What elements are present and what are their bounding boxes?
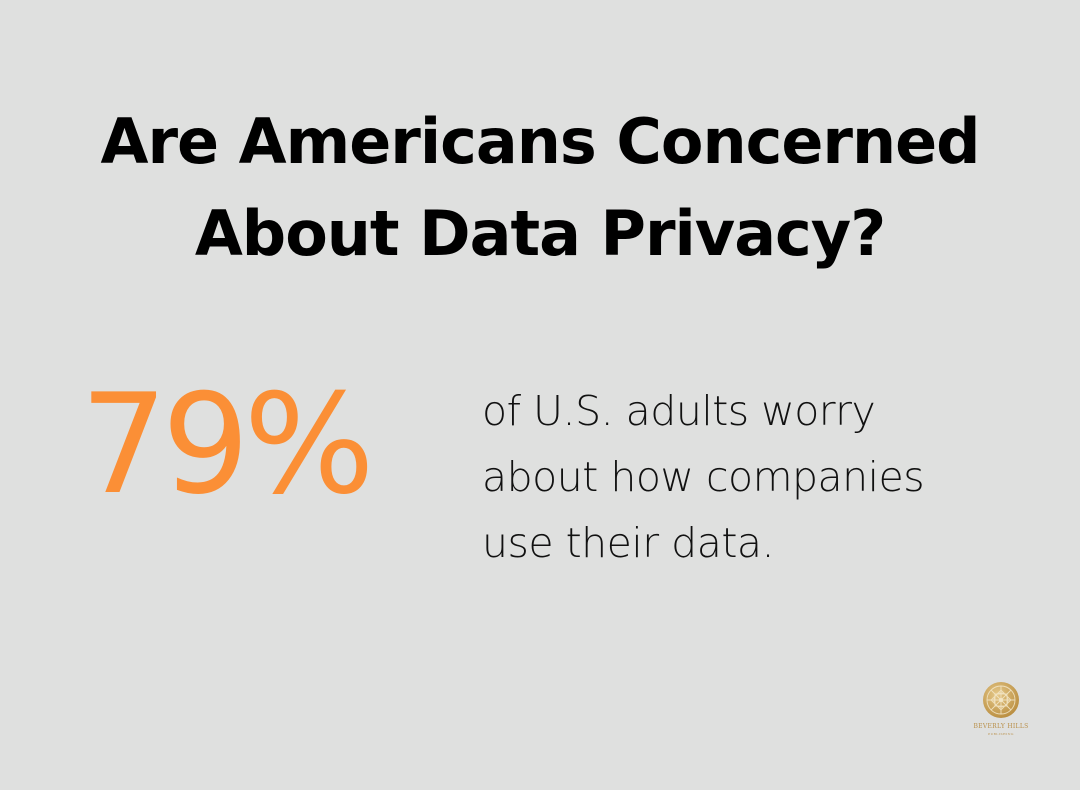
title-line-1: Are Americans Concerned <box>100 105 980 178</box>
logo-name: BEVERLY HILLS <box>973 723 1029 730</box>
stat-description: of U.S. adults worry about how companies… <box>482 378 1042 576</box>
title-line-2: About Data Privacy? <box>194 197 886 270</box>
ornamental-circle-emblem-icon <box>983 682 1019 718</box>
description-line-3: use their data. <box>482 519 775 567</box>
brand-logo: BEVERLY HILLS PUBLISHING <box>968 680 1034 736</box>
logo-subtitle: PUBLISHING <box>988 732 1014 736</box>
page-title: Are Americans Concerned About Data Priva… <box>0 96 1080 280</box>
stat-percentage: 79% <box>80 364 375 525</box>
description-line-2: about how companies <box>482 453 925 501</box>
description-line-1: of U.S. adults worry <box>482 387 876 435</box>
